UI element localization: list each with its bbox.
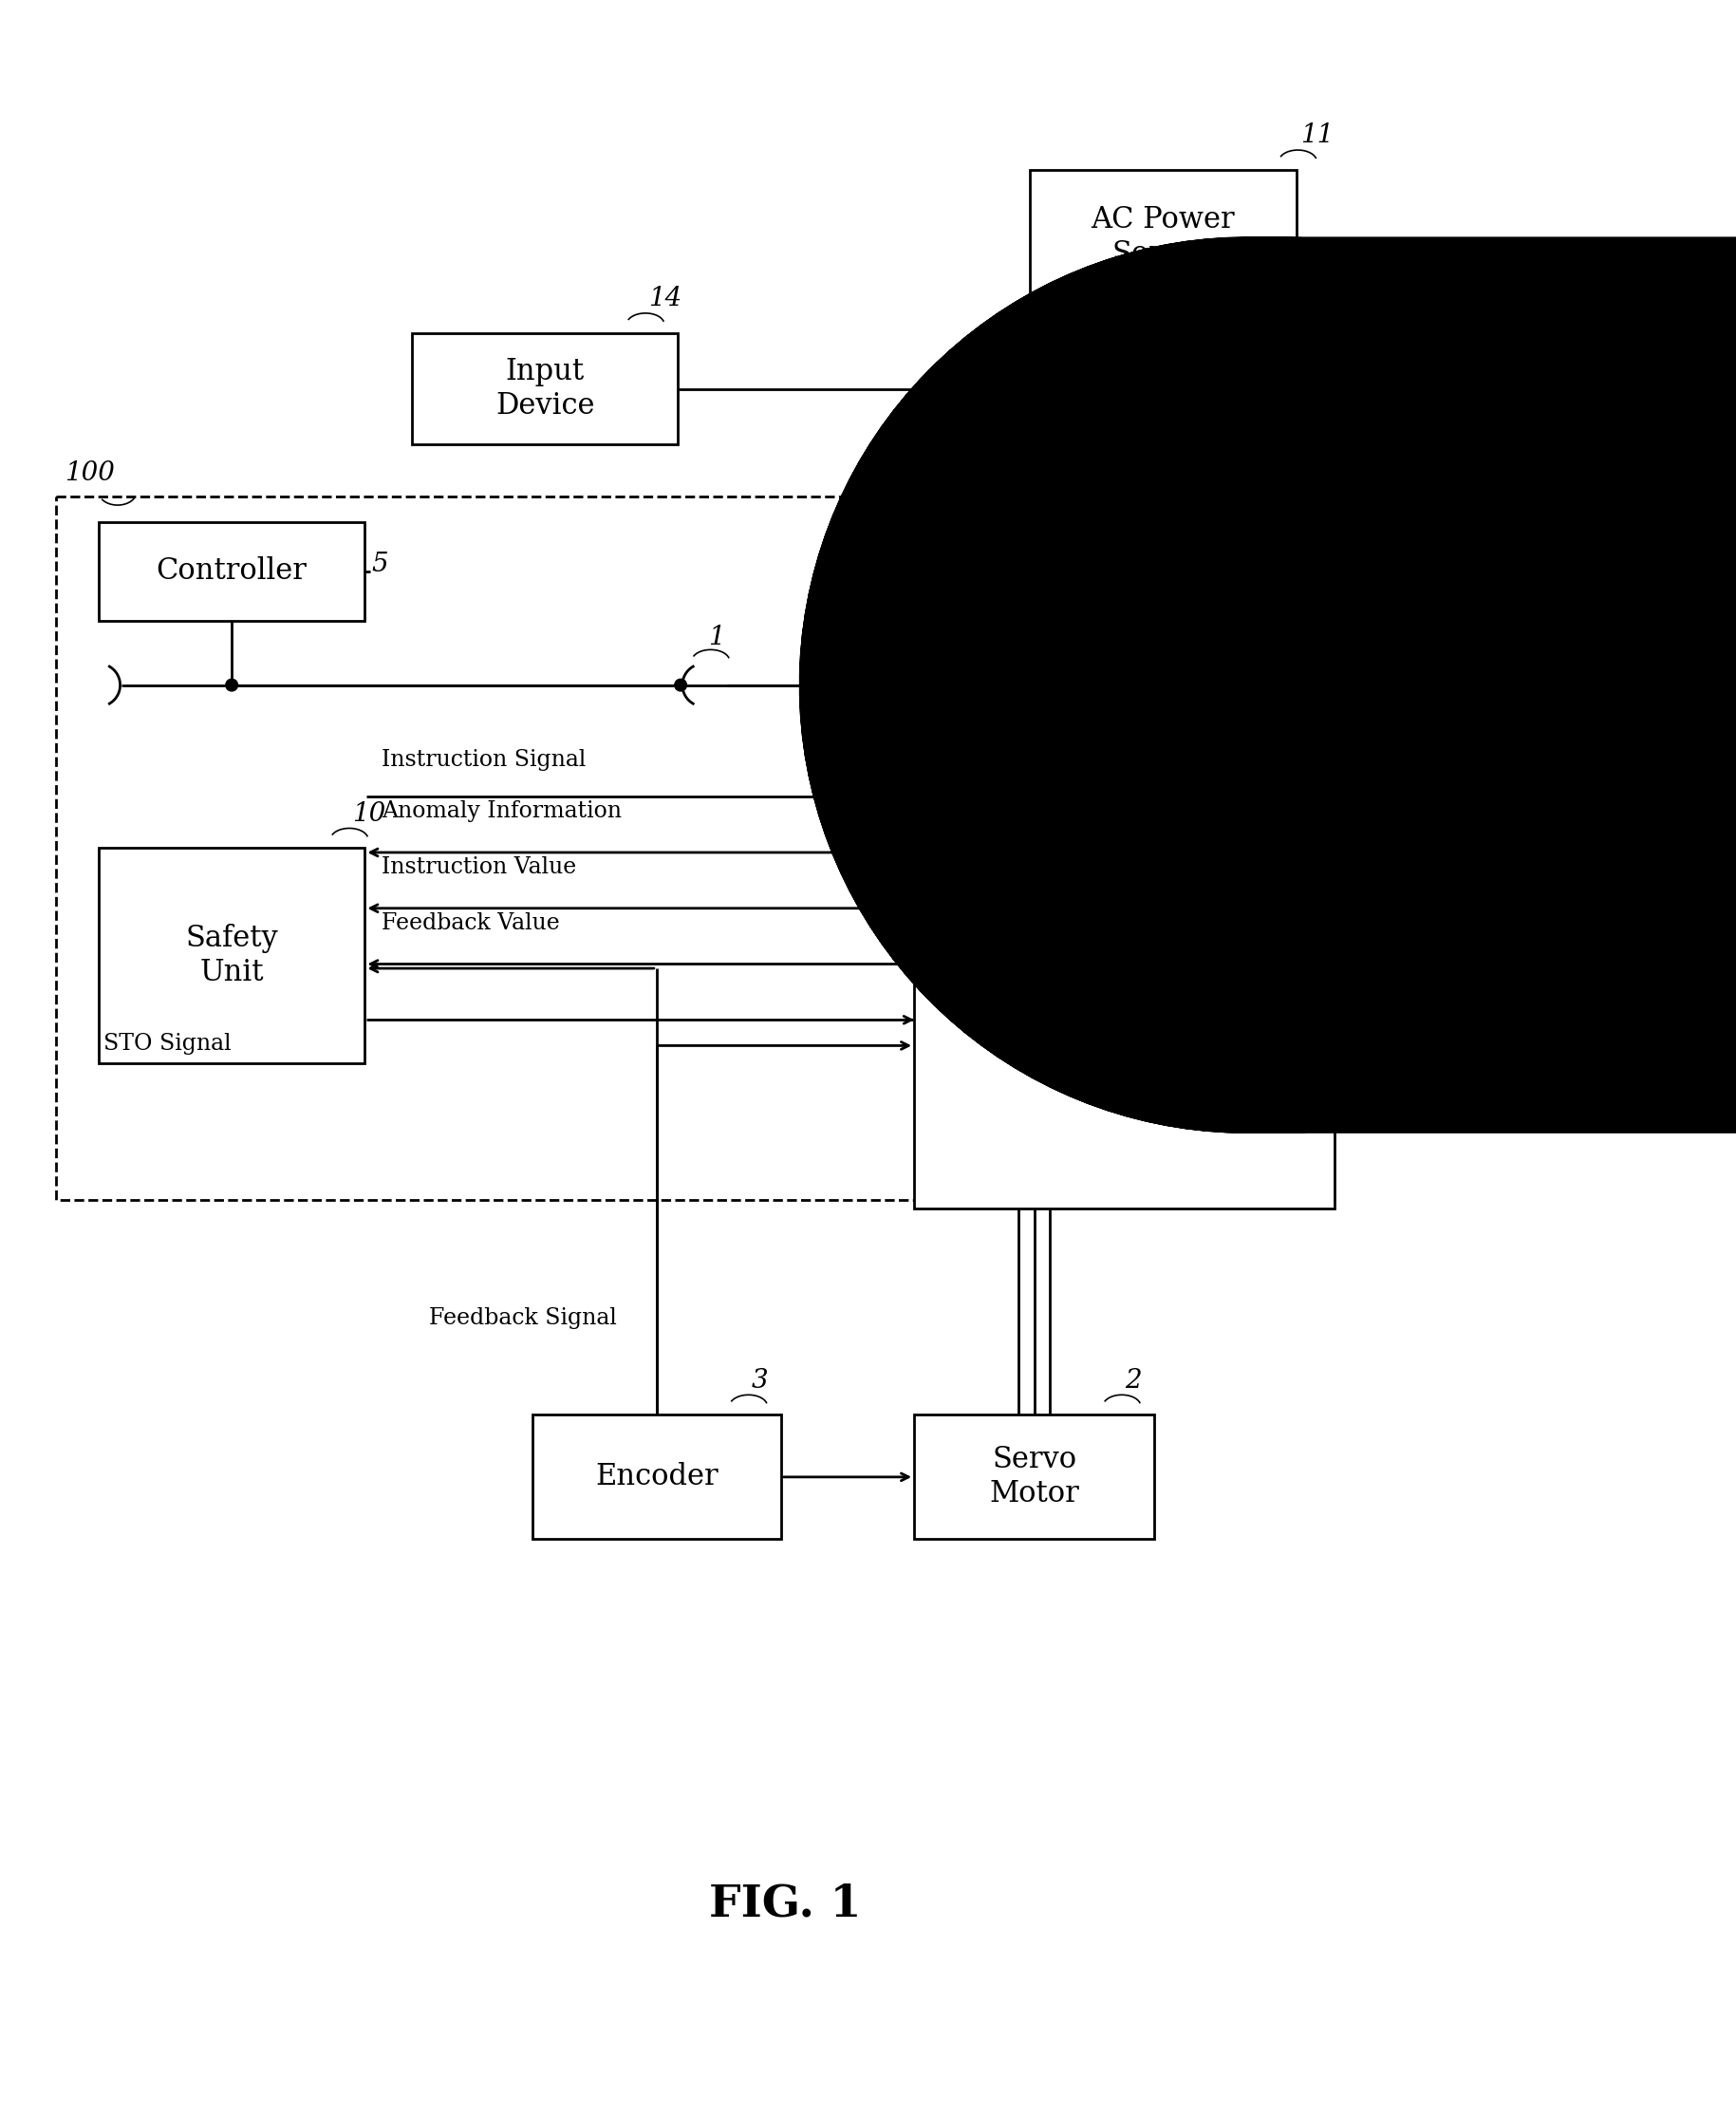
- Text: 12: 12: [1300, 307, 1333, 332]
- Text: AC Power
Source: AC Power Source: [1092, 205, 1234, 269]
- Text: STO Signal: STO Signal: [102, 1033, 231, 1054]
- Text: 100: 100: [64, 459, 115, 487]
- Bar: [1029, 354, 1297, 453]
- Text: 13: 13: [1300, 474, 1333, 500]
- Text: 10: 10: [352, 800, 385, 828]
- Text: 4: 4: [871, 682, 889, 707]
- Text: Contactor: Contactor: [1090, 557, 1236, 586]
- Text: Input
Device: Input Device: [495, 358, 595, 421]
- Text: Servo
Motor: Servo Motor: [990, 1446, 1080, 1509]
- Circle shape: [675, 680, 687, 690]
- Text: Contactor: Contactor: [1090, 390, 1236, 419]
- Text: Feedback Signal: Feedback Signal: [429, 1306, 616, 1329]
- Text: 14: 14: [648, 286, 682, 311]
- Text: Encoder: Encoder: [595, 1463, 719, 1492]
- Text: 5: 5: [372, 553, 389, 578]
- Text: Servo Driver: Servo Driver: [1014, 953, 1236, 984]
- Text: 3: 3: [752, 1368, 767, 1393]
- Text: Safety
Unit: Safety Unit: [186, 923, 278, 987]
- Circle shape: [226, 680, 238, 690]
- Text: Controller: Controller: [156, 557, 307, 586]
- Bar: [915, 1414, 1154, 1539]
- Bar: [533, 1414, 781, 1539]
- Bar: [99, 849, 365, 1063]
- Bar: [915, 728, 1335, 1209]
- Bar: [1029, 169, 1297, 303]
- Text: Anomaly Information: Anomaly Information: [382, 800, 621, 821]
- Text: 1: 1: [708, 625, 726, 650]
- Bar: [1029, 523, 1297, 620]
- Text: Feedback Value: Feedback Value: [382, 912, 561, 934]
- Text: FIG. 1: FIG. 1: [710, 1882, 861, 1926]
- Text: 11: 11: [1300, 123, 1333, 148]
- Bar: [411, 332, 679, 445]
- Bar: [56, 495, 1283, 1200]
- Text: Instruction Signal: Instruction Signal: [382, 749, 587, 771]
- Bar: [99, 523, 365, 620]
- Text: Instruction Value: Instruction Value: [382, 857, 576, 879]
- Text: 2: 2: [1125, 1368, 1141, 1393]
